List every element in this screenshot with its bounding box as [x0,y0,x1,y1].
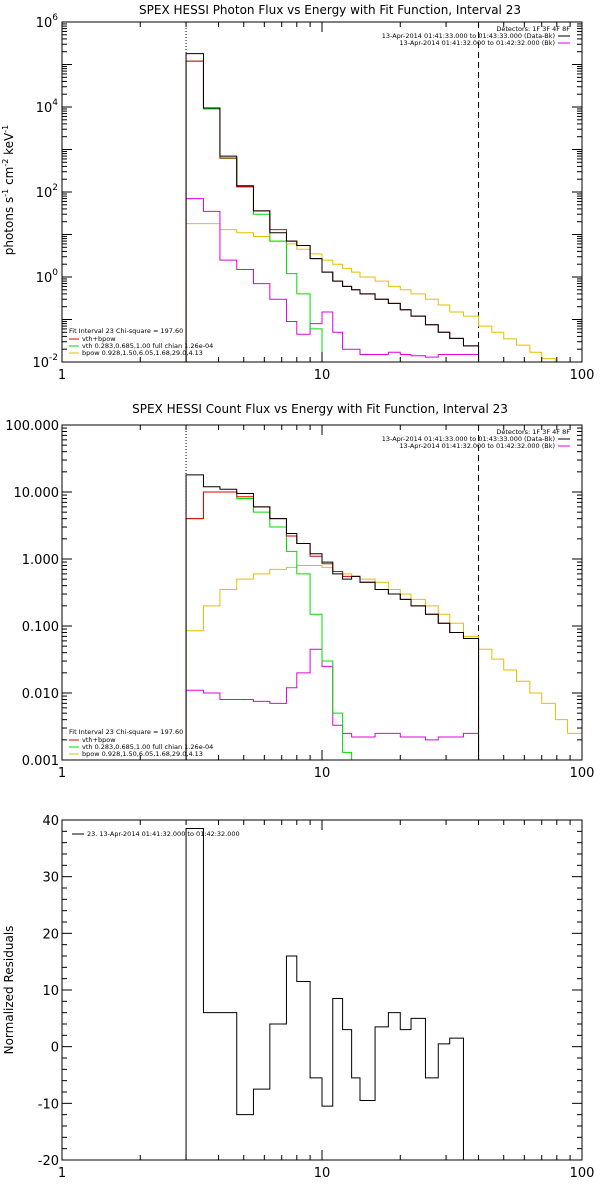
residuals-panel: 1 10 100 -20 -10 0 10 20 30 40 Normalized Residua… [2,814,594,1181]
y-tick-label: 100.000 [5,419,59,434]
photon-legend-data-line: 13-Apr-2014 01:41:33.000 to 01:43:33.000… [382,32,555,40]
y-tick-label: 104 [36,98,59,116]
residuals-legend: 23. 13-Apr-2014 01:41:32.000 to 01:42:32… [72,830,240,838]
y-tick-label: 100 [36,268,59,286]
count-plot-clip [185,425,582,760]
y-tick-label: 0.010 [22,687,59,702]
photon-legend: Detectors: 1F 3F 4F 8F 13-Apr-2014 01:41… [382,25,571,47]
y-tick-label: 106 [36,13,59,31]
y-tick-label: 1.000 [22,553,59,568]
x-tick-label: 1 [58,368,66,383]
x-tick-label: 100 [570,368,595,383]
photon-fit-bpow: bpow 0.928,1.50,6.05,1.68,29.0,4.13 [82,349,203,357]
count-fit-bpow: bpow 0.928,1.50,6.05,1.68,29.0,4.13 [82,750,203,758]
series-total-line [185,474,480,760]
photon-ylabel-sup3: -1 [1,125,10,133]
x-tick-label: 10 [314,1166,331,1181]
photon-series-group [185,22,556,362]
count-flux-panel: SPEX HESSI Count Flux vs Energy with Fit… [5,402,594,781]
series-magenta-line [185,648,480,760]
y-tick-label: 30 [42,871,59,886]
x-tick-label: 1 [58,1166,66,1181]
residuals-axis-ticks: 1 10 100 -20 -10 0 10 20 30 40 [38,814,595,1181]
y-tick-label: -20 [38,1154,59,1169]
photon-legend-header: Detectors: 1F 3F 4F 8F [496,25,570,33]
y-tick-label: 102 [36,183,58,201]
photon-fit-vthbpow: vth+bpow [82,335,116,343]
photon-fit-chisq: Fit Interval 23 Chi-square = 197.60 [69,327,183,335]
count-fit-vthbpow: vth+bpow [82,736,116,744]
photon-fit-legend: Fit Interval 23 Chi-square = 197.60 vth+… [69,327,213,357]
residuals-y-axis-label: Normalized Residuals [2,926,16,1055]
x-tick-label: 100 [570,1166,595,1181]
photon-chart-title: SPEX HESSI Photon Flux vs Energy with Fi… [139,3,521,17]
y-tick-label: 0.001 [22,754,59,769]
photon-legend-bk-line: 13-Apr-2014 01:41:32.000 to 01:42:32.000… [399,39,555,47]
photon-y-axis-label: photons s-1 cm-2 keV-1 [1,125,16,256]
x-tick-label: 100 [570,766,595,781]
x-tick-label: 10 [314,766,331,781]
photon-fit-vth: vth 0.283,0.685,1.00 full chian 1.26e-04 [82,342,213,350]
photon-plot-area: 1 10 100 10-2 100 102 104 106 [32,13,594,383]
y-tick-label: 10-2 [32,353,58,371]
y-tick-label: 10 [42,984,59,999]
y-tick-label: 40 [42,814,59,829]
x-tick-label: 10 [314,368,331,383]
count-series-group [185,425,582,760]
series-total-line [185,53,480,362]
count-legend-data-line: 13-Apr-2014 01:41:33.000 to 01:43:33.000… [382,435,555,443]
photon-ylabel-part3: keV [2,132,16,159]
y-tick-label: 10.000 [14,486,60,501]
photon-ylabel-sup2: -2 [1,159,10,167]
photon-axis-ticks: 1 10 100 10-2 100 102 104 106 [32,13,594,383]
count-plot-area: 1 10 100 0.001 0.010 0.100 1.000 10.000 100.000 [5,419,594,781]
residuals-plot-clip [185,828,480,1160]
y-tick-label: 20 [42,927,59,942]
photon-ylabel-part1: photons s [2,197,16,256]
y-tick-label: 0.100 [22,620,59,635]
count-fit-legend: Fit Interval 23 Chi-square = 197.60 vth+… [69,728,213,758]
y-tick-label: -10 [38,1097,59,1112]
count-fit-chisq: Fit Interval 23 Chi-square = 197.60 [69,728,183,736]
count-fit-vth: vth 0.283,0.685,1.00 full chian 1.26e-04 [82,743,213,751]
series-magenta-line [185,198,480,362]
photon-flux-panel: SPEX HESSI Photon Flux vs Energy with Fi… [1,3,594,383]
photon-ylabel-sup1: -1 [1,189,10,197]
count-legend-header: Detectors: 1F 3F 4F 8F [496,428,570,436]
x-tick-label: 1 [58,766,66,781]
count-legend-bk-line: 13-Apr-2014 01:41:32.000 to 01:42:32.000… [399,442,555,450]
series-resid-line [185,828,480,1160]
y-tick-label: 0 [51,1041,59,1056]
photon-plot-clip [185,22,556,362]
residuals-legend-text: 23. 13-Apr-2014 01:41:32.000 to 01:42:32… [87,830,240,838]
photon-ylabel-part2: cm [2,167,16,189]
count-legend: Detectors: 1F 3F 4F 8F 13-Apr-2014 01:41… [382,428,571,450]
residuals-plot-area: 1 10 100 -20 -10 0 10 20 30 40 [38,814,595,1181]
count-chart-title: SPEX HESSI Count Flux vs Energy with Fit… [132,402,508,416]
residuals-series-group [185,828,480,1160]
count-axis-ticks: 1 10 100 0.001 0.010 0.100 1.000 10.000 100.000 [5,419,594,781]
